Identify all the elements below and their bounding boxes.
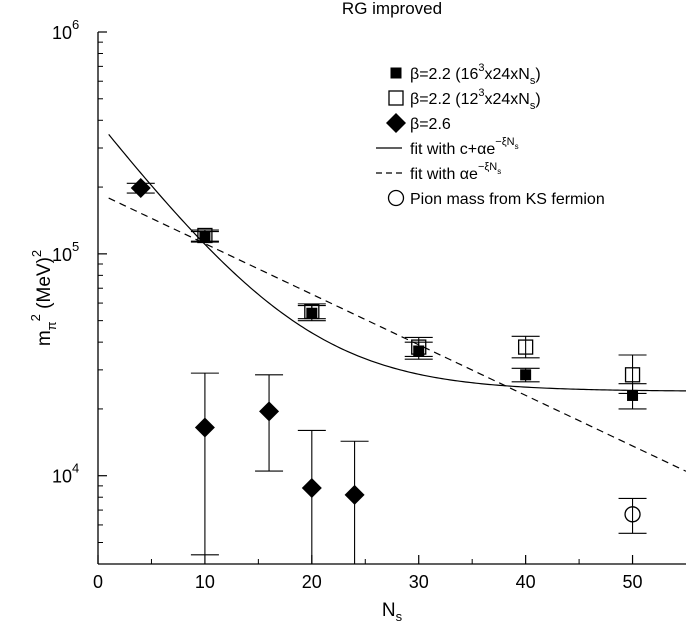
legend-key-open-square (388, 90, 404, 106)
y-tick-label: 105 (52, 239, 79, 265)
data-markers (130, 178, 641, 523)
axis-labels: Ns mπ2 (MeV)2 (28, 250, 403, 624)
x-tick-label: 0 (93, 572, 103, 592)
legend-label: Pion mass from KS fermion (410, 191, 605, 208)
diamond-point (301, 478, 322, 499)
legend-label: β=2.2 (123x24xNs) (410, 87, 541, 112)
chart-title: RG improved (342, 0, 442, 18)
open-square-point (411, 339, 427, 355)
x-tick-label: 40 (516, 572, 536, 592)
open-square-point (517, 339, 534, 355)
legend-key-diamond (386, 113, 406, 133)
open-circle-point (624, 506, 641, 523)
filled-square-point (199, 231, 211, 243)
x-axis-label: Ns (382, 600, 403, 624)
legend-label: fit with αe−ξNs (410, 161, 501, 183)
open-square-point (197, 227, 213, 244)
diamond-point (344, 484, 365, 505)
filled-square-point (627, 389, 639, 401)
legend-key-filled-square (390, 67, 402, 79)
y-tick-label: 106 (52, 17, 79, 43)
y-axis-label: mπ2 (MeV)2 (28, 250, 59, 346)
legend-label: β=2.6 (410, 116, 451, 133)
diamond-point (259, 401, 280, 422)
x-tick-label: 30 (409, 572, 429, 592)
open-square-point (304, 303, 320, 320)
legend: β=2.2 (163x24xNs)β=2.2 (123x24xNs) β=2.6 f… (376, 62, 605, 208)
filled-square-point (413, 345, 425, 357)
legend-key-open-circle (387, 189, 405, 207)
legend-label: β=2.2 (163x24xNs) (410, 62, 541, 87)
filled-square-point (306, 307, 318, 319)
x-tick-label: 10 (195, 572, 215, 592)
diamond-point (130, 178, 151, 199)
y-tick-label: 104 (52, 461, 79, 487)
fit-curve-constant-plus-exponential (108, 134, 686, 392)
x-tick-label: 50 (623, 572, 643, 592)
legend-label: fit with c+αe−ξNs (410, 136, 519, 158)
x-tick-label: 20 (302, 572, 322, 592)
open-square-point (624, 367, 641, 383)
filled-square-point (520, 369, 532, 381)
fit-curves (108, 134, 686, 472)
axes: 0 10 20 30 40 50 104 105 106 (52, 17, 686, 592)
diamond-point (194, 417, 215, 438)
fit-curve-exponential (108, 197, 686, 472)
